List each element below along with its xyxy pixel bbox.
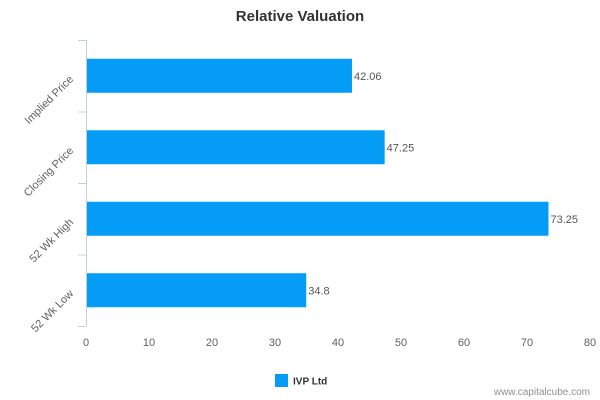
data-label-closing-price: 47.25 (387, 142, 415, 154)
category-axis-ticks (78, 40, 86, 327)
x-tick-label: 80 (584, 337, 596, 349)
category-label-52-wk-high: 52 Wk High (27, 216, 76, 265)
data-label-52-wk-low: 34.8 (308, 285, 329, 297)
x-tick-label: 50 (395, 337, 407, 349)
x-tick-label: 30 (269, 337, 281, 349)
x-tick-label: 70 (521, 337, 533, 349)
x-tick-label: 60 (458, 337, 470, 349)
x-tick-label: 0 (83, 337, 89, 349)
x-tick-label: 20 (206, 337, 218, 349)
bar-closing-price[interactable] (87, 130, 385, 165)
plot-area: 42.06 47.25 73.25 34.8 Implied Price Closing… (22, 40, 596, 349)
watermark-text: www.capitalcube.com (493, 387, 590, 398)
x-tick-label: 10 (143, 337, 155, 349)
category-label-implied-price: Implied Price (23, 73, 76, 126)
bar-implied-price[interactable] (87, 58, 352, 93)
bar-series (87, 58, 549, 308)
chart-title: Relative Valuation (236, 8, 364, 25)
category-label-closing-price: Closing Price (22, 145, 76, 199)
x-tick-label: 40 (332, 337, 344, 349)
legend-label-ivp-ltd: IVP Ltd (293, 377, 327, 388)
category-label-52-wk-low: 52 Wk Low (29, 288, 76, 335)
value-axis-tick-labels: 0 10 20 30 40 50 60 70 80 (83, 337, 596, 349)
data-labels: 42.06 47.25 73.25 34.8 (308, 71, 578, 298)
bar-52-wk-low[interactable] (87, 273, 307, 308)
data-label-52-wk-high: 73.25 (550, 214, 578, 226)
bar-52-wk-high[interactable] (87, 201, 549, 236)
category-labels: Implied Price Closing Price 52 Wk High 52 W… (22, 73, 76, 334)
legend[interactable]: IVP Ltd (275, 374, 327, 388)
legend-swatch-ivp-ltd (275, 374, 288, 387)
data-label-implied-price: 42.06 (354, 71, 382, 83)
